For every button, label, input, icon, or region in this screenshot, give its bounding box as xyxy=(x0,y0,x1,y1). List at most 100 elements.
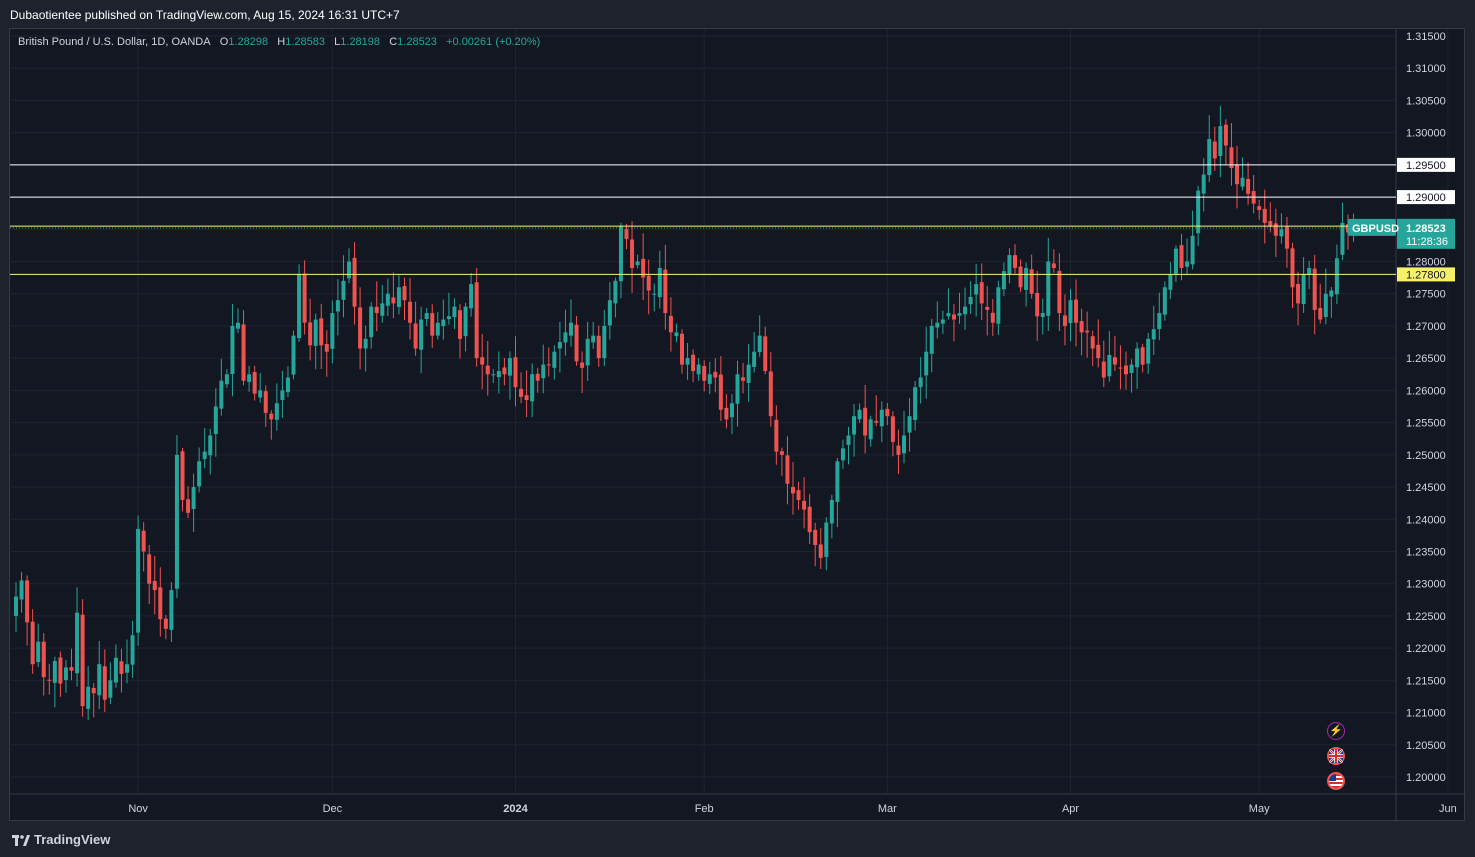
candle-body[interactable] xyxy=(996,287,1001,324)
candle-body[interactable] xyxy=(1018,266,1023,288)
candle-body[interactable] xyxy=(363,338,368,349)
candle-body[interactable] xyxy=(1284,226,1289,249)
candle-body[interactable] xyxy=(1168,274,1173,290)
candle-body[interactable] xyxy=(169,590,174,630)
candle-body[interactable] xyxy=(258,390,263,398)
candle-body[interactable] xyxy=(1257,206,1262,210)
candle-body[interactable] xyxy=(319,318,324,346)
candle-body[interactable] xyxy=(541,364,546,379)
candle-body[interactable] xyxy=(702,365,707,381)
candle-body[interactable] xyxy=(1162,287,1167,315)
candle-body[interactable] xyxy=(402,286,407,301)
candle-body[interactable] xyxy=(91,687,96,694)
candle-body[interactable] xyxy=(1190,235,1195,265)
candle-body[interactable] xyxy=(102,666,107,700)
candle-body[interactable] xyxy=(918,377,923,388)
candle-body[interactable] xyxy=(896,445,901,455)
candle-body[interactable] xyxy=(1062,315,1067,326)
candle-body[interactable] xyxy=(646,275,651,291)
candle-body[interactable] xyxy=(985,306,990,310)
candle-body[interactable] xyxy=(280,390,285,400)
candle-body[interactable] xyxy=(1090,336,1095,349)
candle-body[interactable] xyxy=(97,664,102,696)
candle-body[interactable] xyxy=(1290,248,1295,288)
candle-body[interactable] xyxy=(424,313,429,319)
uk-flag-icon[interactable] xyxy=(1327,747,1345,765)
candle-body[interactable] xyxy=(274,403,279,420)
candle-body[interactable] xyxy=(1307,267,1312,275)
candle-body[interactable] xyxy=(807,506,812,533)
candle-body[interactable] xyxy=(341,280,346,300)
candle-body[interactable] xyxy=(979,282,984,304)
candle-body[interactable] xyxy=(929,325,934,354)
candle-body[interactable] xyxy=(1140,347,1145,365)
candle-body[interactable] xyxy=(624,229,629,239)
candle-body[interactable] xyxy=(252,372,257,394)
candle-body[interactable] xyxy=(208,435,213,456)
candle-body[interactable] xyxy=(1046,261,1051,316)
candle-body[interactable] xyxy=(463,306,468,337)
candle-body[interactable] xyxy=(1201,174,1206,194)
candle-body[interactable] xyxy=(935,322,940,328)
candle-body[interactable] xyxy=(108,680,113,698)
candle-body[interactable] xyxy=(1301,274,1306,305)
candle-body[interactable] xyxy=(419,319,424,350)
candle-body[interactable] xyxy=(385,293,390,306)
candle-body[interactable] xyxy=(1196,190,1201,234)
candle-body[interactable] xyxy=(1334,258,1339,295)
candle-body[interactable] xyxy=(835,461,840,502)
candle-body[interactable] xyxy=(657,267,662,298)
candle-body[interactable] xyxy=(1029,269,1034,294)
candle-body[interactable] xyxy=(408,301,413,323)
candle-body[interactable] xyxy=(347,261,351,279)
candle-body[interactable] xyxy=(1007,255,1012,274)
candle-body[interactable] xyxy=(452,306,457,318)
candle-body[interactable] xyxy=(1273,223,1278,236)
candle-body[interactable] xyxy=(191,487,196,510)
candle-body[interactable] xyxy=(574,324,579,362)
candle-body[interactable] xyxy=(735,374,740,404)
candle-body[interactable] xyxy=(829,499,834,524)
candle-body[interactable] xyxy=(180,451,185,500)
candle-body[interactable] xyxy=(496,371,501,378)
candle-body[interactable] xyxy=(41,641,46,678)
candle-body[interactable] xyxy=(1240,177,1245,187)
candle-body[interactable] xyxy=(1268,221,1273,227)
candle-body[interactable] xyxy=(52,661,57,683)
candle-body[interactable] xyxy=(746,364,751,383)
candle-body[interactable] xyxy=(247,374,252,382)
candle-body[interactable] xyxy=(968,296,973,305)
candle-body[interactable] xyxy=(924,351,929,376)
candle-body[interactable] xyxy=(524,395,529,401)
candle-body[interactable] xyxy=(618,226,623,282)
candle-body[interactable] xyxy=(757,335,762,353)
candle-body[interactable] xyxy=(913,387,918,420)
candle-body[interactable] xyxy=(846,435,851,445)
candle-body[interactable] xyxy=(141,530,146,552)
candle-body[interactable] xyxy=(125,664,129,673)
candle-body[interactable] xyxy=(685,358,690,365)
candle-body[interactable] xyxy=(1096,344,1101,359)
candle-body[interactable] xyxy=(197,461,202,487)
candle-body[interactable] xyxy=(602,325,607,359)
candle-body[interactable] xyxy=(946,313,951,317)
candle-body[interactable] xyxy=(813,529,818,546)
candle-body[interactable] xyxy=(630,239,635,268)
candle-body[interactable] xyxy=(885,408,890,417)
candle-body[interactable] xyxy=(1318,308,1323,320)
candle-body[interactable] xyxy=(779,451,784,455)
candle-body[interactable] xyxy=(1074,299,1079,323)
candle-body[interactable] xyxy=(441,319,446,327)
candle-body[interactable] xyxy=(14,596,18,616)
candle-body[interactable] xyxy=(1246,178,1251,194)
candle-body[interactable] xyxy=(1107,354,1112,377)
candle-body[interactable] xyxy=(1185,261,1190,267)
candle-body[interactable] xyxy=(136,528,141,633)
candle-body[interactable] xyxy=(635,261,640,266)
candle-body[interactable] xyxy=(696,364,701,375)
symbol-description[interactable]: British Pound / U.S. Dollar, 1D, OANDA xyxy=(18,36,211,48)
candle-body[interactable] xyxy=(1262,208,1267,223)
candle-body[interactable] xyxy=(297,274,302,339)
candle-body[interactable] xyxy=(902,435,906,454)
candle-body[interactable] xyxy=(358,307,363,349)
